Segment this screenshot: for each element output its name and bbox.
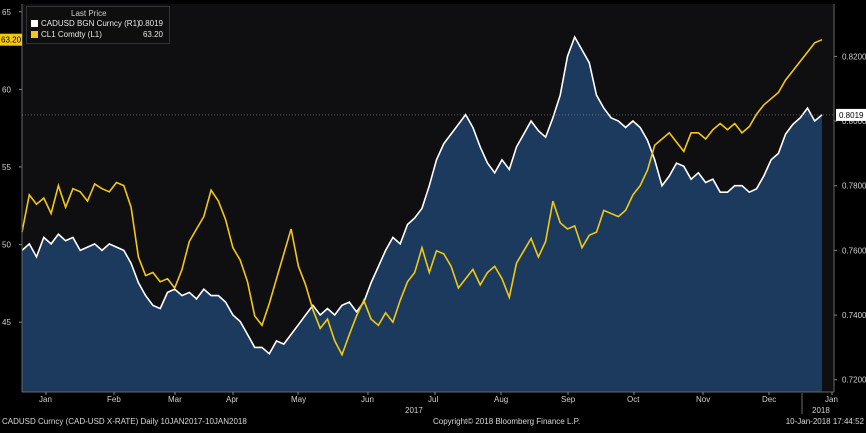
x-axis-tick-label: Jan [39,395,52,404]
x-axis-year-label: 2018 [812,406,830,415]
footer-security-info: CADUSD Curncy (CAD-USD X-RATE) Daily 10J… [2,417,247,426]
footer: CADUSD Curncy (CAD-USD X-RATE) Daily 10J… [0,416,866,428]
x-axis-tick-label: Nov [696,395,710,404]
legend: Last Price CADUSD BGN Curncy (R1) 0.8019… [26,6,170,44]
legend-name-cadusd: CADUSD BGN Curncy (R1) [41,19,140,28]
x-axis-tick-label: Sep [561,395,576,404]
x-axis-year-label: 2017 [405,406,423,415]
right-axis-tick-label: 0.7400 [842,311,866,320]
left-axis-tick-label: 60 [2,85,11,94]
legend-header: Last Price [71,9,107,18]
x-axis-tick-label: Mar [168,395,182,404]
x-axis-tick-label: Oct [627,395,640,404]
right-axis-tick-label: 0.8000 [842,117,866,126]
x-axis-tick-label: May [291,395,306,404]
legend-value-cadusd: 0.8019 [138,19,163,28]
footer-copyright: Copyright© 2018 Bloomberg Finance L.P. [433,417,581,426]
legend-entry-cadusd: CADUSD BGN Curncy (R1) 0.8019 [31,19,167,29]
right-axis-tick-label: 0.7200 [842,376,866,385]
left-axis-tick-label: 50 [2,241,11,250]
left-last-value-text: 63.20 [1,36,22,45]
footer-timestamp: 10-Jan-2018 17:44:52 [785,417,864,426]
right-axis-tick-label: 0.7800 [842,182,866,191]
x-axis-tick-label: Jul [428,395,438,404]
legend-name-cl1: CL1 Comdty (L1) [41,30,102,39]
x-axis-tick-label: Apr [226,395,239,404]
left-axis-tick-label: 55 [2,163,11,172]
legend-value-cl1: 63.20 [142,30,163,39]
x-axis-tick-label: Jun [361,395,374,404]
left-axis-tick-label: 45 [2,318,11,327]
x-axis-tick-label: Aug [494,395,508,404]
series-line-cadusd [21,35,823,356]
series-area-cadusd [22,37,822,392]
x-axis-tick-label: Jan [825,395,838,404]
x-axis-tick-label: Feb [107,395,121,404]
right-axis-tick-label: 0.7600 [842,246,866,255]
right-last-value-badge [836,108,866,121]
left-axis-tick-label: 65 [2,8,11,17]
legend-swatch-cl1 [31,31,38,38]
legend-entry-cl1: CL1 Comdty (L1) 63.20 [31,30,167,40]
series-line-cl1 [21,38,823,357]
right-last-value-text: 0.8019 [839,111,864,120]
legend-swatch-cadusd [31,20,38,27]
left-last-value-badge [0,33,22,46]
x-axis-tick-label: Dec [762,395,776,404]
right-axis-tick-label: 0.8200 [842,52,866,61]
